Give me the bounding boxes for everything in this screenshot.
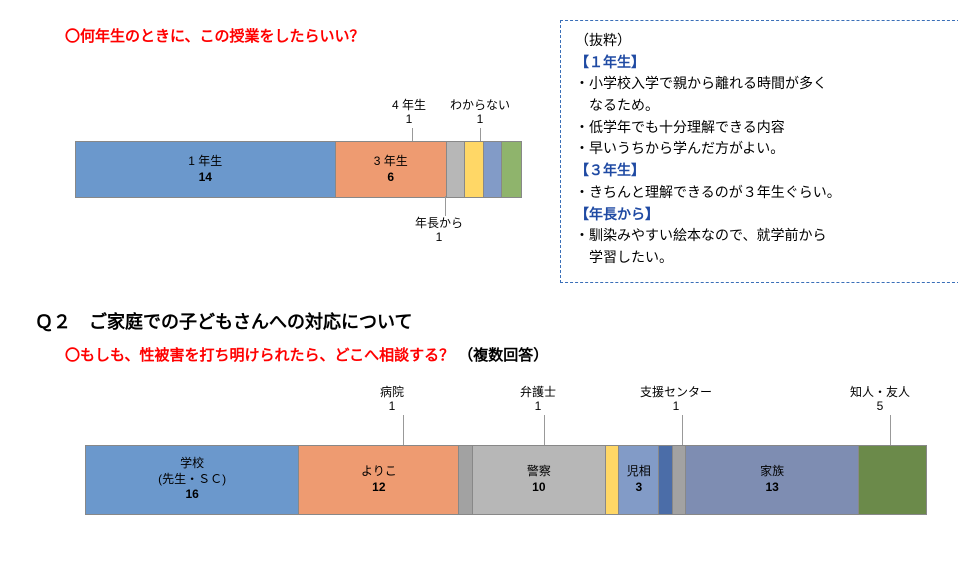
callout-value: 1 bbox=[392, 112, 426, 126]
segment-value: 6 bbox=[387, 170, 394, 186]
callout-t7: 支援センター1 bbox=[640, 385, 712, 414]
callout-value: 1 bbox=[520, 399, 556, 413]
callout-label: 知人・友人 bbox=[850, 385, 910, 399]
callout-t5: 弁護士1 bbox=[520, 385, 556, 414]
bar-segment-t10 bbox=[859, 446, 926, 514]
callout-label: わからない bbox=[450, 98, 510, 112]
excerpt-box: （抜粋） 【１年生】・小学校入学で親から離れる時間が多く なるため。・低学年でも… bbox=[560, 20, 958, 283]
callout-value: 1 bbox=[380, 399, 404, 413]
leader-line bbox=[890, 415, 891, 445]
segment-label: 3 年生 bbox=[374, 154, 408, 170]
bar-segment-t4: 警察10 bbox=[473, 446, 606, 514]
chart1: 1 年生143 年生64 年生1年長から1わからない1 bbox=[20, 56, 540, 276]
segment-value: 12 bbox=[372, 480, 385, 496]
leader-line bbox=[544, 415, 545, 445]
segment-value: 13 bbox=[765, 480, 778, 496]
bar-segment-t7 bbox=[659, 446, 672, 514]
segment-label: よりこ bbox=[361, 464, 397, 480]
segment-label: 1 年生 bbox=[188, 154, 222, 170]
callout-label: 弁護士 bbox=[520, 385, 556, 399]
bar-segment-s2: 3 年生6 bbox=[336, 142, 447, 197]
bar-segment-s3 bbox=[447, 142, 466, 197]
leader-line bbox=[403, 415, 404, 445]
callout-s4: 年長から1 bbox=[415, 216, 463, 245]
bar-segment-t1: 学校 (先生・ＳＣ)16 bbox=[86, 446, 299, 514]
bar-segment-t6: 児相3 bbox=[619, 446, 659, 514]
segment-label: 児相 bbox=[627, 464, 651, 480]
segment-label: 学校 (先生・ＳＣ) bbox=[158, 456, 226, 487]
excerpt-body: 【１年生】・小学校入学で親から離れる時間が多く なるため。・低学年でも十分理解で… bbox=[575, 53, 945, 270]
callout-value: 1 bbox=[450, 112, 510, 126]
excerpt-line: ・早いうちから学んだ方がよい。 bbox=[575, 139, 945, 161]
callout-value: 1 bbox=[415, 230, 463, 244]
callout-label: 支援センター bbox=[640, 385, 712, 399]
callout-t10: 知人・友人5 bbox=[850, 385, 910, 414]
stacked-bar: 学校 (先生・ＳＣ)16よりこ12警察10児相3家族13 bbox=[85, 445, 927, 515]
segment-label: 家族 bbox=[760, 464, 784, 480]
leader-line bbox=[445, 196, 446, 216]
callout-label: 4 年生 bbox=[392, 98, 426, 112]
bar-segment-t8 bbox=[673, 446, 686, 514]
excerpt-line: ・馴染みやすい絵本なので、就学前から 学習したい。 bbox=[575, 226, 945, 269]
excerpt-title: （抜粋） bbox=[575, 31, 945, 53]
stacked-bar: 1 年生143 年生6 bbox=[75, 141, 522, 198]
q2-sub-red: 〇もしも、性被害を打ち明けられたら、どこへ相談する？ bbox=[65, 347, 454, 364]
bar-segment-s6 bbox=[502, 142, 521, 197]
callout-s5: わからない1 bbox=[450, 98, 510, 127]
segment-value: 3 bbox=[635, 480, 642, 496]
top-row: 〇何年生のときに、この授業をしたらいい？ 1 年生143 年生64 年生1年長か… bbox=[20, 20, 938, 283]
segment-value: 16 bbox=[185, 487, 198, 503]
callout-label: 病院 bbox=[380, 385, 404, 399]
bar-segment-s1: 1 年生14 bbox=[76, 142, 336, 197]
excerpt-line: ・きちんと理解できるのが３年生ぐらい。 bbox=[575, 183, 945, 205]
chart1-question: 〇何年生のときに、この授業をしたらいい？ bbox=[65, 25, 540, 46]
excerpt-line: ・低学年でも十分理解できる内容 bbox=[575, 118, 945, 140]
q2-subheading: 〇もしも、性被害を打ち明けられたら、どこへ相談する？ （複数回答） bbox=[65, 344, 938, 365]
callout-value: 1 bbox=[640, 399, 712, 413]
excerpt-line: ・小学校入学で親から離れる時間が多く なるため。 bbox=[575, 74, 945, 117]
bar-segment-s4 bbox=[465, 142, 484, 197]
callout-s3: 4 年生1 bbox=[392, 98, 426, 127]
q2-sub-black: （複数回答） bbox=[458, 347, 548, 364]
callout-t3: 病院1 bbox=[380, 385, 404, 414]
leader-line bbox=[412, 128, 413, 141]
bar-segment-t9: 家族13 bbox=[686, 446, 859, 514]
excerpt-group-head: 【年長から】 bbox=[575, 205, 945, 227]
bar-segment-t2: よりこ12 bbox=[299, 446, 459, 514]
q2-heading: Ｑ２ ご家庭での子どもさんへの対応について bbox=[35, 308, 938, 334]
callout-label: 年長から bbox=[415, 216, 463, 230]
segment-value: 10 bbox=[532, 480, 545, 496]
leader-line bbox=[682, 415, 683, 445]
segment-label: 警察 bbox=[527, 464, 551, 480]
leader-line bbox=[480, 128, 481, 141]
bar-segment-t5 bbox=[606, 446, 619, 514]
excerpt-group-head: 【１年生】 bbox=[575, 53, 945, 75]
excerpt-group-head: 【３年生】 bbox=[575, 161, 945, 183]
callout-value: 5 bbox=[850, 399, 910, 413]
chart1-column: 〇何年生のときに、この授業をしたらいい？ 1 年生143 年生64 年生1年長か… bbox=[20, 20, 540, 276]
bar-segment-t3 bbox=[459, 446, 472, 514]
bar-segment-s5 bbox=[484, 142, 503, 197]
segment-value: 14 bbox=[199, 170, 212, 186]
chart2: 学校 (先生・ＳＣ)16よりこ12警察10児相3家族13病院1弁護士1支援センタ… bbox=[20, 375, 938, 535]
